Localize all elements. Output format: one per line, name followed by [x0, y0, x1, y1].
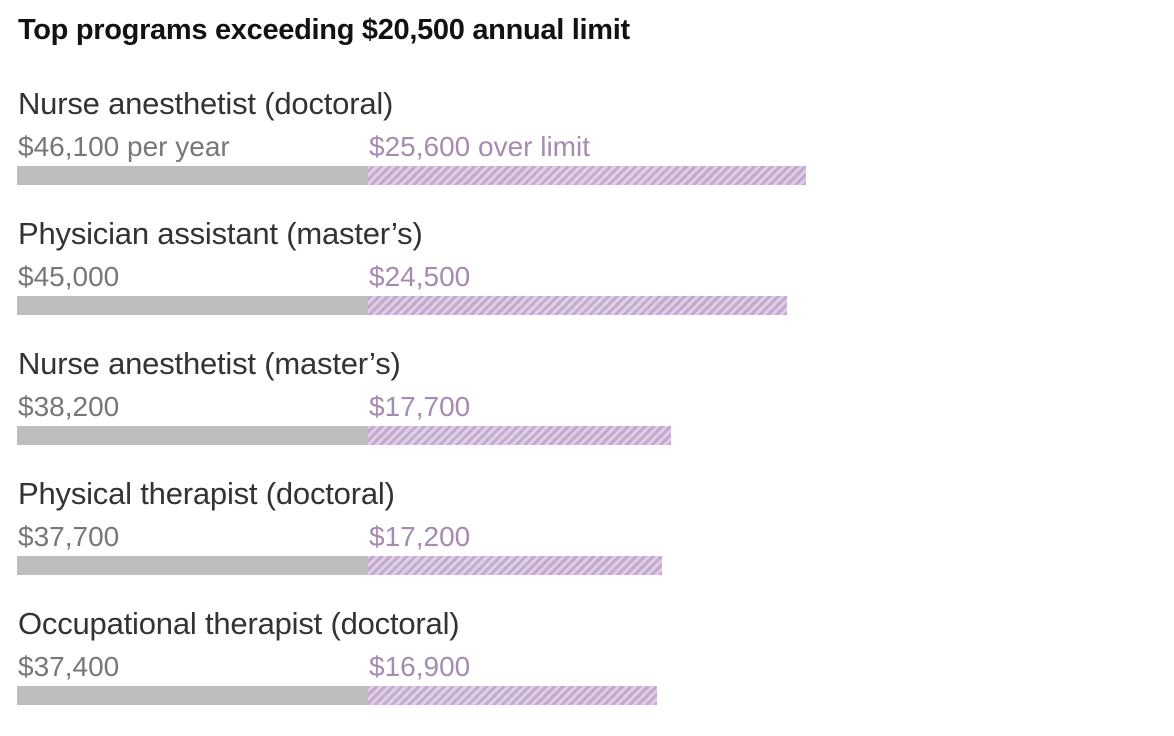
category-label: Occupational therapist (doctoral)	[18, 606, 460, 641]
excess-bar	[368, 686, 658, 705]
excess-value-label: $17,200	[369, 521, 471, 552]
excess-value-label: $25,600 over limit	[369, 131, 591, 162]
bar-row: Physician assistant (master’s) $45,000 $24…	[0, 216, 1174, 346]
category-label: Physical therapist (doctoral)	[18, 476, 395, 511]
excess-bar	[368, 556, 663, 575]
total-value-label: $37,700	[18, 521, 120, 552]
limit-bar	[17, 426, 368, 445]
bar-row: Nurse anesthetist (master’s) $38,200 $17,7…	[0, 346, 1174, 476]
category-label: Physician assistant (master’s)	[18, 216, 423, 251]
category-label: Nurse anesthetist (doctoral)	[18, 86, 394, 121]
excess-value-label: $24,500	[369, 261, 471, 292]
excess-bar	[368, 426, 672, 445]
limit-bar	[17, 686, 368, 705]
total-value-label: $46,100 per year	[18, 131, 230, 162]
total-value-label: $45,000	[18, 261, 120, 292]
excess-value-label: $16,900	[369, 651, 471, 682]
limit-bar	[17, 296, 368, 315]
limit-bar	[17, 166, 368, 185]
excess-bar	[368, 296, 788, 315]
bar-row: Physical therapist (doctoral) $37,700 $17,…	[0, 476, 1174, 606]
chart-title: Top programs exceeding $20,500 annual li…	[18, 14, 630, 46]
bar-row: Nurse anesthetist (doctoral) $46,100 per …	[0, 86, 1174, 216]
category-label: Nurse anesthetist (master’s)	[18, 346, 401, 381]
total-value-label: $37,400	[18, 651, 120, 682]
total-value-label: $38,200	[18, 391, 120, 422]
bar-row: Occupational therapist (doctoral) $37,400…	[0, 606, 1174, 736]
excess-bar	[368, 166, 807, 185]
excess-value-label: $17,700	[369, 391, 471, 422]
limit-bar	[17, 556, 368, 575]
